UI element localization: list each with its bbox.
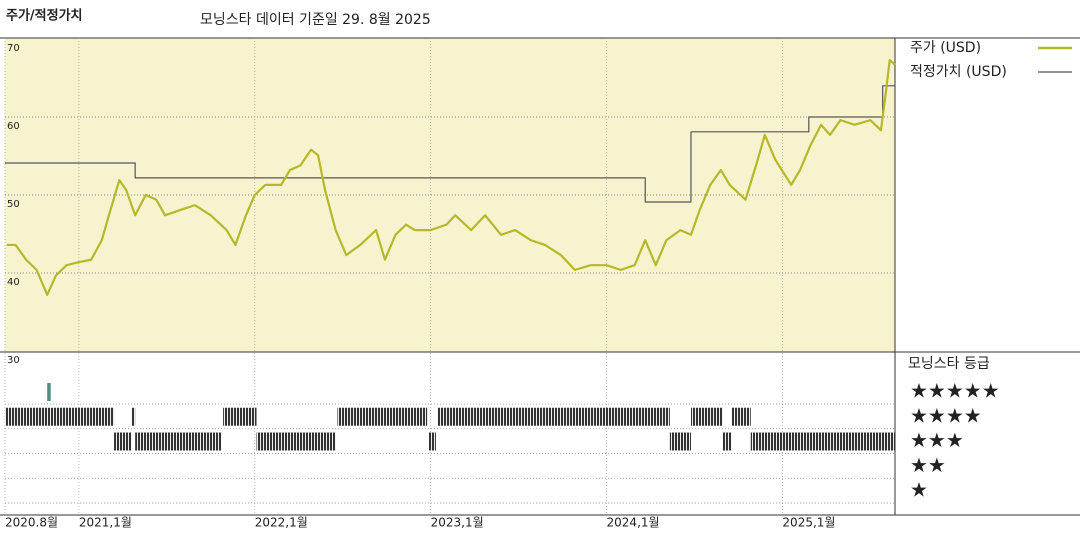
x-tick-label: 2021,1월 bbox=[79, 516, 132, 530]
x-tick-label: 2020.8월 bbox=[5, 516, 58, 530]
x-tick-label: 2024,1월 bbox=[607, 516, 660, 530]
x-tick-label: 2025,1월 bbox=[782, 516, 835, 530]
y-tick-label: 60 bbox=[7, 121, 20, 132]
rating-bar bbox=[437, 407, 670, 426]
rating-bar bbox=[337, 407, 428, 426]
chart-title: 주가/적정가치 bbox=[6, 8, 83, 24]
rating-label: ★★★★★ bbox=[910, 379, 1000, 403]
rating-label: ★★★ bbox=[910, 428, 964, 452]
series-line bbox=[6, 58, 896, 296]
rating-bar bbox=[722, 432, 732, 451]
rating-bar bbox=[5, 407, 115, 426]
y-tick-label: 70 bbox=[7, 43, 20, 54]
rating-label: ★★ bbox=[910, 453, 946, 477]
x-tick-label: 2022,1월 bbox=[255, 516, 308, 530]
rating-label: ★★★★ bbox=[910, 403, 982, 427]
legend-label: 주가 (USD) bbox=[910, 40, 981, 56]
rating-bar bbox=[114, 432, 132, 451]
chart-subtitle: 모닝스타 데이터 기준일 29. 8월 2025 bbox=[200, 12, 431, 28]
rating-bar bbox=[256, 432, 336, 451]
rating-bar bbox=[135, 432, 222, 451]
x-tick-label: 2023,1월 bbox=[431, 516, 484, 530]
rating-bar bbox=[731, 407, 751, 426]
legend-label: 적정가치 (USD) bbox=[910, 64, 1007, 80]
y-tick-label: 30 bbox=[7, 355, 20, 366]
rating-bar bbox=[750, 432, 895, 451]
rating-bar bbox=[669, 432, 691, 451]
rating-bar bbox=[428, 432, 436, 451]
rating-bar bbox=[690, 407, 723, 426]
rating-bar bbox=[131, 407, 136, 426]
rating-bar bbox=[223, 407, 257, 426]
rating-title: 모닝스타 등급 bbox=[908, 356, 990, 372]
y-tick-label: 50 bbox=[7, 199, 20, 210]
y-tick-label: 40 bbox=[7, 277, 20, 288]
rating-label: ★ bbox=[910, 478, 928, 502]
rating-bar bbox=[47, 383, 51, 401]
